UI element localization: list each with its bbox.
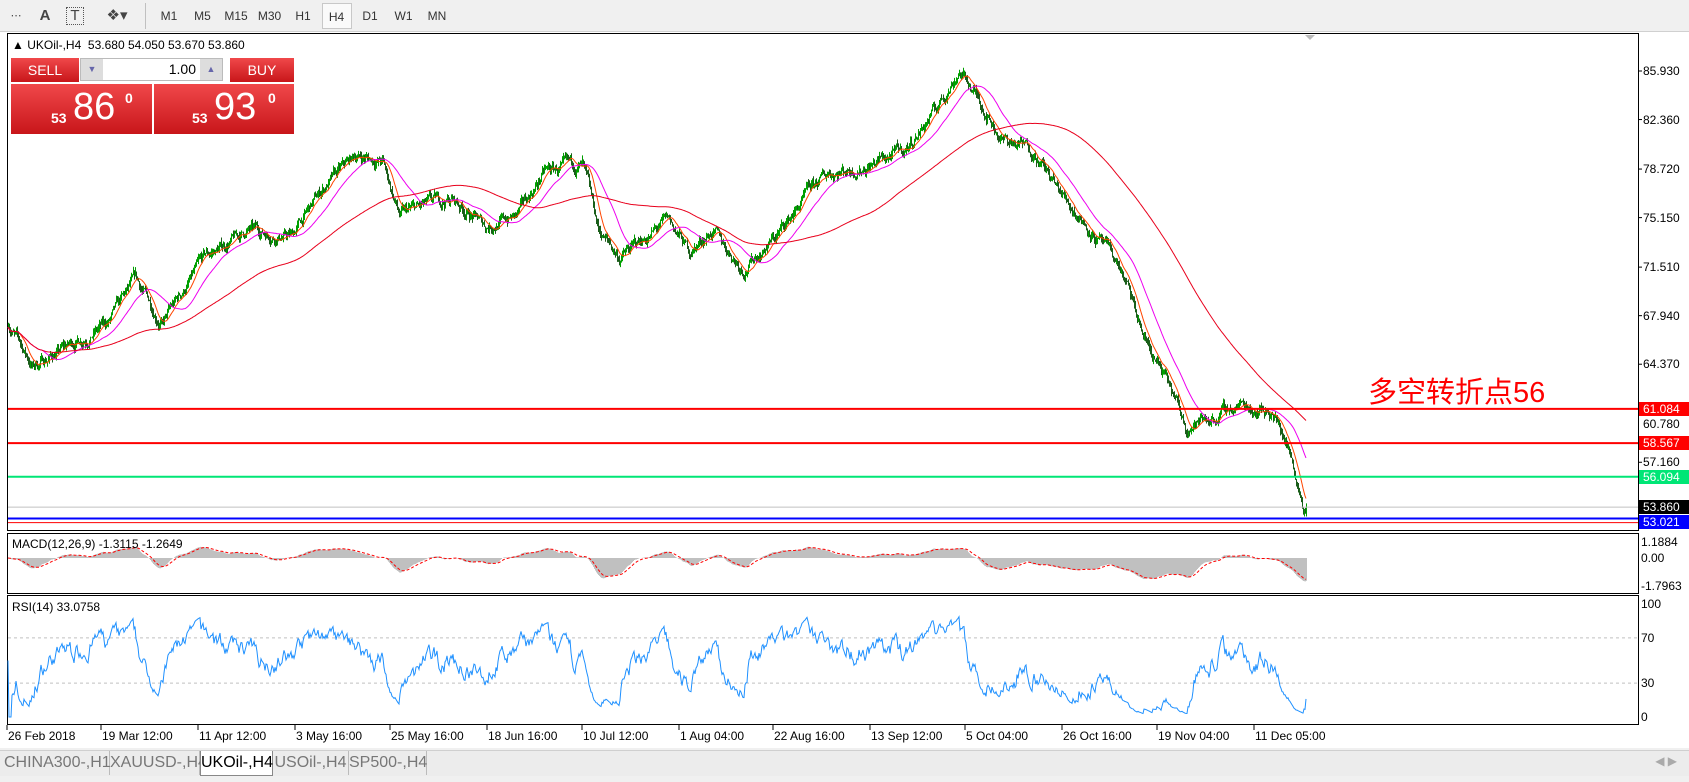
- price-tick: 71.510: [1643, 260, 1680, 275]
- chart-tabs: CHINA300-,H1 XAUUSD-,H4 UKOil-,H4 USOil-,H4…: [0, 750, 1689, 776]
- date-tick: 3 May 16:00: [296, 729, 363, 743]
- buy-price-point: 0: [268, 90, 276, 106]
- sell-button[interactable]: SELL: [11, 58, 79, 82]
- rsi-pane-frame: [7, 595, 1639, 725]
- rsi-line: [7, 615, 1307, 718]
- main-pane-frame: [7, 33, 1639, 531]
- collapse-triangle-icon[interactable]: ▲: [12, 38, 24, 52]
- macd-tick: 0.00: [1641, 551, 1665, 565]
- price-tick: 85.930: [1643, 64, 1680, 78]
- price-label-61.084: 61.084: [1639, 402, 1689, 416]
- price-label-53.021: 53.021: [1639, 515, 1689, 529]
- tab-usoilh4[interactable]: USOil-,H4: [273, 751, 349, 775]
- text-box-icon[interactable]: T: [66, 7, 84, 25]
- buy-price[interactable]: 53 93 0: [154, 84, 294, 134]
- rsi-tick: 30: [1641, 676, 1655, 691]
- timeframe-m30[interactable]: M30: [257, 9, 282, 23]
- text-label-icon[interactable]: A: [39, 7, 51, 24]
- tab-china300h1[interactable]: CHINA300-,H1: [4, 751, 111, 775]
- tab-xauusdh4[interactable]: XAUUSD-,H4: [110, 751, 207, 775]
- timeframe-h1[interactable]: H1: [295, 9, 311, 23]
- rsi-label: RSI(14) 33.0758: [12, 600, 101, 614]
- price-tick: 67.940: [1643, 308, 1680, 323]
- date-tick: 10 Jul 12:00: [583, 729, 649, 743]
- timeframe-m1[interactable]: M1: [160, 9, 178, 23]
- price-label-53.860: 53.860: [1639, 500, 1689, 514]
- tab-ukoilh4[interactable]: UKOil-,H4: [200, 751, 273, 776]
- timeframe-w1[interactable]: W1: [394, 9, 413, 23]
- tab-scroll-arrows[interactable]: ◀ ▶: [1655, 754, 1677, 768]
- timeframe-m15[interactable]: M15: [224, 9, 248, 23]
- sell-price-big: 86: [73, 86, 116, 128]
- toolbar: ⋯ A T ❖▾ M1 M5 M15 M30 H1 H4 D1 W1 MN: [0, 0, 1689, 32]
- volume-increase-button[interactable]: ▲: [200, 59, 222, 80]
- symbol-info: ▲ UKOil-,H4 53.680 54.050 53.670 53.860: [12, 38, 245, 52]
- rsi-tick: 70: [1641, 630, 1655, 645]
- arrows-icon[interactable]: ❖▾: [106, 7, 128, 24]
- rsi-tick: 100: [1641, 597, 1662, 611]
- date-tick: 22 Aug 16:00: [774, 729, 845, 743]
- timeframe-m5[interactable]: M5: [194, 9, 211, 23]
- date-tick: 11 Dec 05:00: [1255, 729, 1326, 743]
- macd-signal-line: [7, 546, 1307, 580]
- buy-button[interactable]: BUY: [230, 58, 294, 82]
- timeframe-h4[interactable]: H4: [321, 3, 352, 29]
- date-tick: 18 Jun 16:00: [488, 729, 558, 743]
- ma-mid-line: [7, 85, 1307, 459]
- buy-price-small: 53: [192, 110, 208, 126]
- ohlc-text: UKOil-,H4 53.680 54.050 53.670 53.860: [27, 38, 245, 52]
- timeframe-mn[interactable]: MN: [427, 9, 447, 23]
- price-tick: 82.360: [1643, 112, 1680, 127]
- ma-fast-line: [7, 75, 1307, 499]
- price-tick: 60.780: [1643, 417, 1680, 431]
- annotation-text[interactable]: 多空转折点56: [1368, 377, 1546, 409]
- ma-slow-line: [7, 122, 1307, 421]
- volume-stepper[interactable]: ▼ 1.00 ▲: [80, 58, 223, 81]
- macd-tick: 1.1884: [1641, 534, 1678, 549]
- macd-tick: -1.7963: [1641, 579, 1682, 594]
- rsi-tick: 0: [1641, 710, 1648, 724]
- sell-price-point: 0: [125, 90, 133, 106]
- sell-price-small: 53: [51, 110, 67, 126]
- chart-window[interactable]: [0, 32, 1689, 748]
- date-tick: 19 Nov 04:00: [1158, 729, 1230, 743]
- date-tick: 25 May 16:00: [391, 729, 464, 743]
- price-label-56.094: 56.094: [1639, 470, 1689, 484]
- price-tick: 75.150: [1643, 210, 1680, 225]
- date-tick: 1 Aug 04:00: [680, 729, 745, 743]
- buy-price-big: 93: [214, 86, 257, 128]
- volume-input[interactable]: 1.00: [168, 61, 196, 77]
- price-tick: 57.160: [1643, 455, 1680, 470]
- price-tick: 78.720: [1643, 162, 1680, 177]
- date-tick: 26 Oct 16:00: [1063, 729, 1132, 743]
- date-tick: 5 Oct 04:00: [966, 729, 1029, 743]
- date-tick: 13 Sep 12:00: [871, 729, 943, 743]
- sell-price[interactable]: 53 86 0: [11, 84, 152, 134]
- separator: [145, 3, 146, 29]
- macd-pane-frame: [7, 533, 1639, 594]
- tab-sp500h4[interactable]: SP500-,H4: [349, 751, 427, 775]
- date-tick: 26 Feb 2018: [8, 729, 76, 743]
- price-label-58.567: 58.567: [1639, 436, 1689, 450]
- volume-decrease-button[interactable]: ▼: [81, 59, 103, 80]
- price-tick: 64.370: [1643, 357, 1680, 372]
- shift-marker-icon: [1305, 35, 1315, 40]
- date-tick: 11 Apr 12:00: [199, 729, 267, 743]
- date-tick: 19 Mar 12:00: [102, 729, 173, 743]
- period-separator-icon[interactable]: ⋯: [10, 10, 22, 22]
- macd-label: MACD(12,26,9) -1.3115 -1.2649: [12, 537, 183, 551]
- timeframe-d1[interactable]: D1: [362, 9, 378, 23]
